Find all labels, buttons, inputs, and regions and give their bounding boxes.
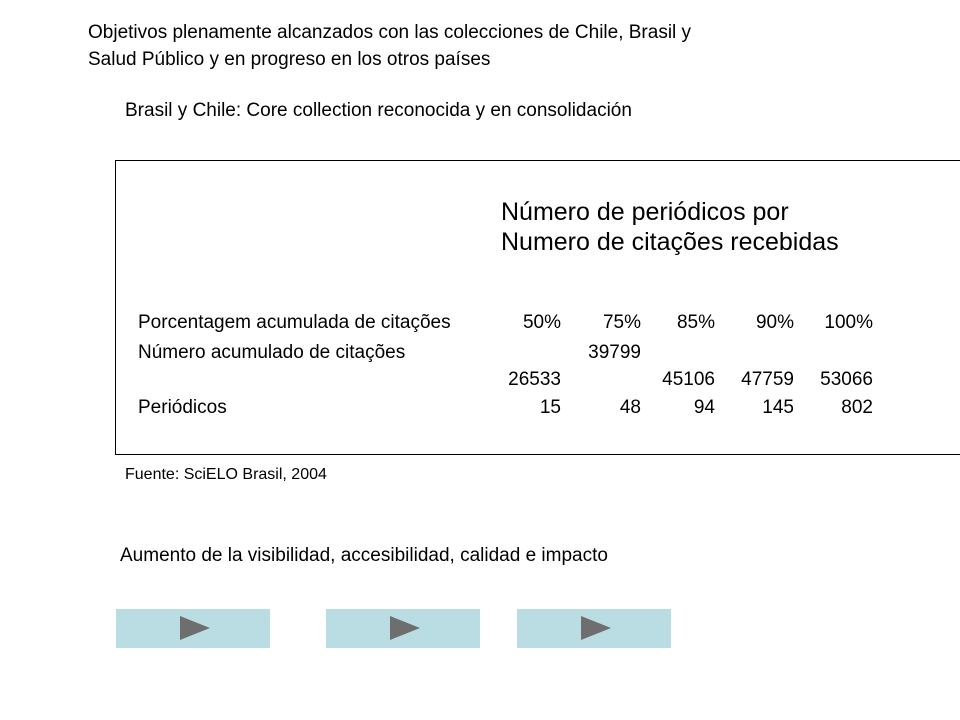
play-arrow-icon bbox=[180, 616, 210, 640]
table-cell: 26533 bbox=[508, 369, 561, 390]
intro-line-1: Objetivos plenamente alcanzados con las … bbox=[88, 22, 692, 43]
table-cell: 75% bbox=[602, 312, 641, 333]
table-title-line-2: Numero de citações recebidas bbox=[501, 228, 839, 256]
conclusion-text: Aumento de la visibilidad, accesibilidad… bbox=[120, 545, 608, 566]
table-cell: 90% bbox=[755, 312, 794, 333]
next-button-3[interactable] bbox=[517, 609, 671, 648]
table-cell: 85% bbox=[676, 312, 715, 333]
intro-text: Objetivos plenamente alcanzados con las … bbox=[88, 20, 888, 73]
table-cell: 145 bbox=[762, 397, 794, 418]
table-title-line-1: Número de periódicos por bbox=[501, 198, 789, 226]
next-button-1[interactable] bbox=[116, 609, 270, 648]
next-button-2[interactable] bbox=[326, 609, 480, 648]
table-cell: 39799 bbox=[588, 342, 641, 363]
table-title: Número de periódicos por Numero de citaç… bbox=[501, 197, 839, 257]
play-arrow-icon bbox=[581, 616, 611, 640]
play-arrow-icon bbox=[390, 616, 420, 640]
subtitle: Brasil y Chile: Core collection reconoci… bbox=[125, 100, 632, 121]
row-label-percentage: Porcentagem acumulada de citações bbox=[138, 312, 451, 333]
table-cell: 47759 bbox=[741, 369, 794, 390]
table-cell: 15 bbox=[539, 397, 561, 418]
table-cell: 94 bbox=[693, 397, 715, 418]
table-cell: 53066 bbox=[820, 369, 873, 390]
table-cell: 45106 bbox=[662, 369, 715, 390]
table-cell: 48 bbox=[619, 397, 641, 418]
table-cell: 100% bbox=[824, 312, 873, 333]
row-label-periodicos: Periódicos bbox=[138, 397, 227, 418]
source-note: Fuente: SciELO Brasil, 2004 bbox=[125, 466, 327, 483]
citations-table: Número de periódicos por Numero de citaç… bbox=[115, 160, 960, 455]
table-cell: 802 bbox=[841, 397, 873, 418]
row-label-cumulative-citations: Número acumulado de citações bbox=[138, 342, 406, 363]
table-cell: 50% bbox=[522, 312, 561, 333]
intro-line-2: Salud Público y en progreso en los otros… bbox=[88, 48, 491, 70]
